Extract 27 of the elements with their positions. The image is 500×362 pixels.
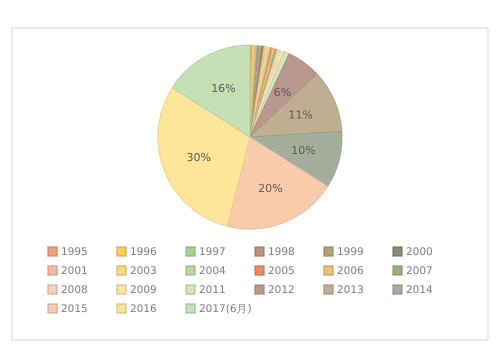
legend-label: 1999 — [337, 246, 364, 258]
legend-label: 2000 — [406, 246, 433, 258]
legend-label: 2016 — [130, 303, 158, 315]
legend-label: 2007 — [406, 265, 433, 277]
legend-label: 1995 — [61, 246, 88, 258]
legend-label: 2006 — [337, 265, 364, 277]
legend-label: 1997 — [199, 246, 226, 258]
data-label: 6% — [274, 86, 292, 99]
legend-label: 2001 — [61, 265, 88, 277]
legend-label: 2005 — [268, 265, 295, 277]
legend-label: 2017(6月) — [199, 303, 252, 315]
legend-label: 2013 — [337, 284, 364, 296]
legend-label: 2015 — [61, 303, 88, 315]
data-label: 30% — [186, 150, 211, 164]
legend-label: 2008 — [61, 284, 88, 296]
legend-label: 1998 — [268, 246, 295, 258]
legend-label: 2011 — [199, 284, 226, 296]
data-label: 16% — [211, 82, 236, 96]
data-label: 11% — [288, 108, 313, 122]
legend-label: 2003 — [130, 265, 157, 277]
legend-label: 2014 — [406, 284, 434, 296]
legend-label: 2009 — [130, 284, 157, 296]
legend-label: 2004 — [199, 265, 226, 277]
data-label: 20% — [258, 182, 283, 195]
data-label: 10% — [291, 144, 316, 158]
legend-label: 1996 — [130, 246, 158, 258]
legend-label: 2012 — [268, 284, 295, 296]
